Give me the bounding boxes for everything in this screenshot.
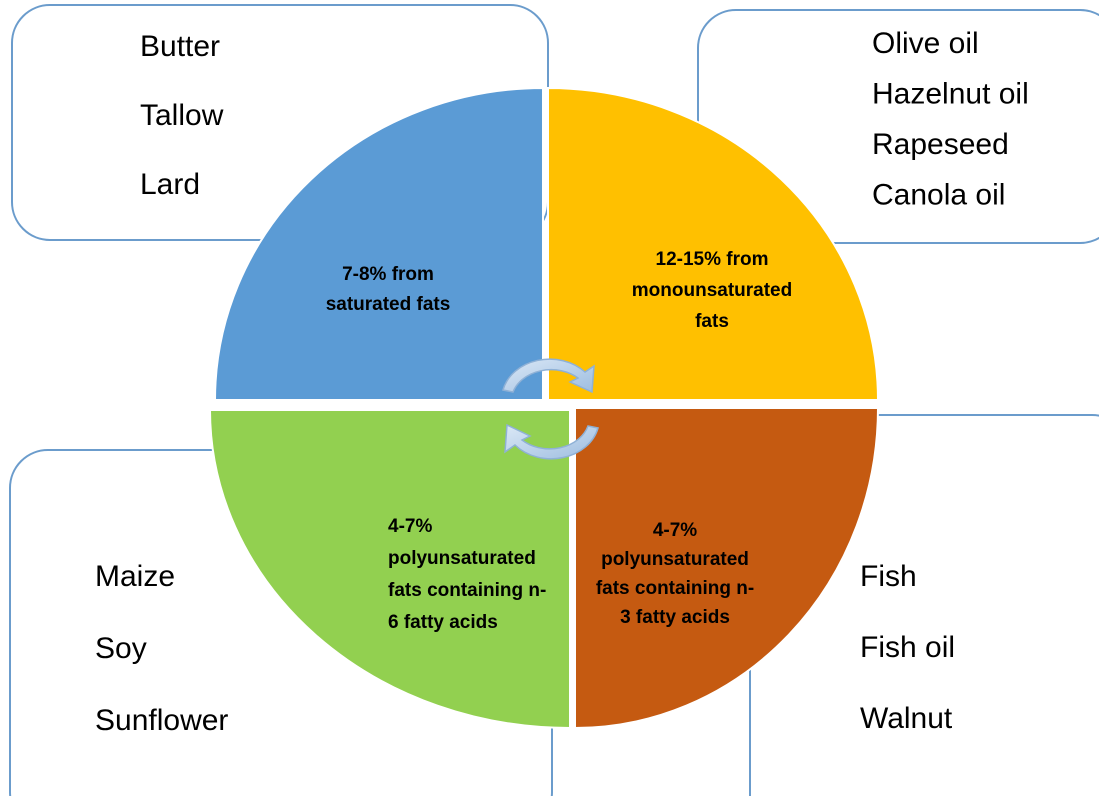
quadrant-monounsaturated — [547, 86, 880, 401]
source-item: Hazelnut oil — [872, 77, 1029, 110]
source-item: Lard — [140, 168, 200, 201]
source-item: Sunflower — [95, 704, 228, 737]
source-item: Fish oil — [860, 631, 955, 664]
quadrant-label: 3 fatty acids — [620, 607, 730, 628]
quadrant-label: 7-8% from — [342, 264, 434, 285]
source-item: Olive oil — [872, 27, 979, 60]
source-item: Maize — [95, 560, 175, 593]
quadrant-label: fats containing n- — [388, 580, 546, 601]
quadrant-label: fats — [695, 311, 729, 332]
source-item: Rapeseed — [872, 128, 1009, 161]
quadrant-n6 — [208, 409, 571, 730]
source-item: Butter — [140, 30, 220, 63]
quadrant-label: polyunsaturated — [601, 549, 749, 570]
quadrant-label: 6 fatty acids — [388, 612, 498, 633]
quadrant-label: 4-7% — [388, 516, 432, 537]
source-item: Canola oil — [872, 178, 1005, 211]
quadrant-label: fats containing n- — [596, 578, 754, 599]
quadrant-n3 — [574, 407, 880, 730]
quadrant-saturated — [213, 86, 544, 401]
quadrant-label: 12-15% from — [656, 249, 769, 270]
cycle-arrows — [502, 358, 599, 460]
source-item: Fish — [860, 560, 917, 593]
quadrant-label: 4-7% — [653, 520, 697, 541]
quadrant-label: polyunsaturated — [388, 548, 536, 569]
source-item: Soy — [95, 632, 147, 665]
quadrant-label: monounsaturated — [632, 280, 792, 301]
quadrant-label: saturated fats — [326, 294, 451, 315]
source-item: Tallow — [140, 99, 224, 132]
source-item: Walnut — [860, 702, 953, 735]
